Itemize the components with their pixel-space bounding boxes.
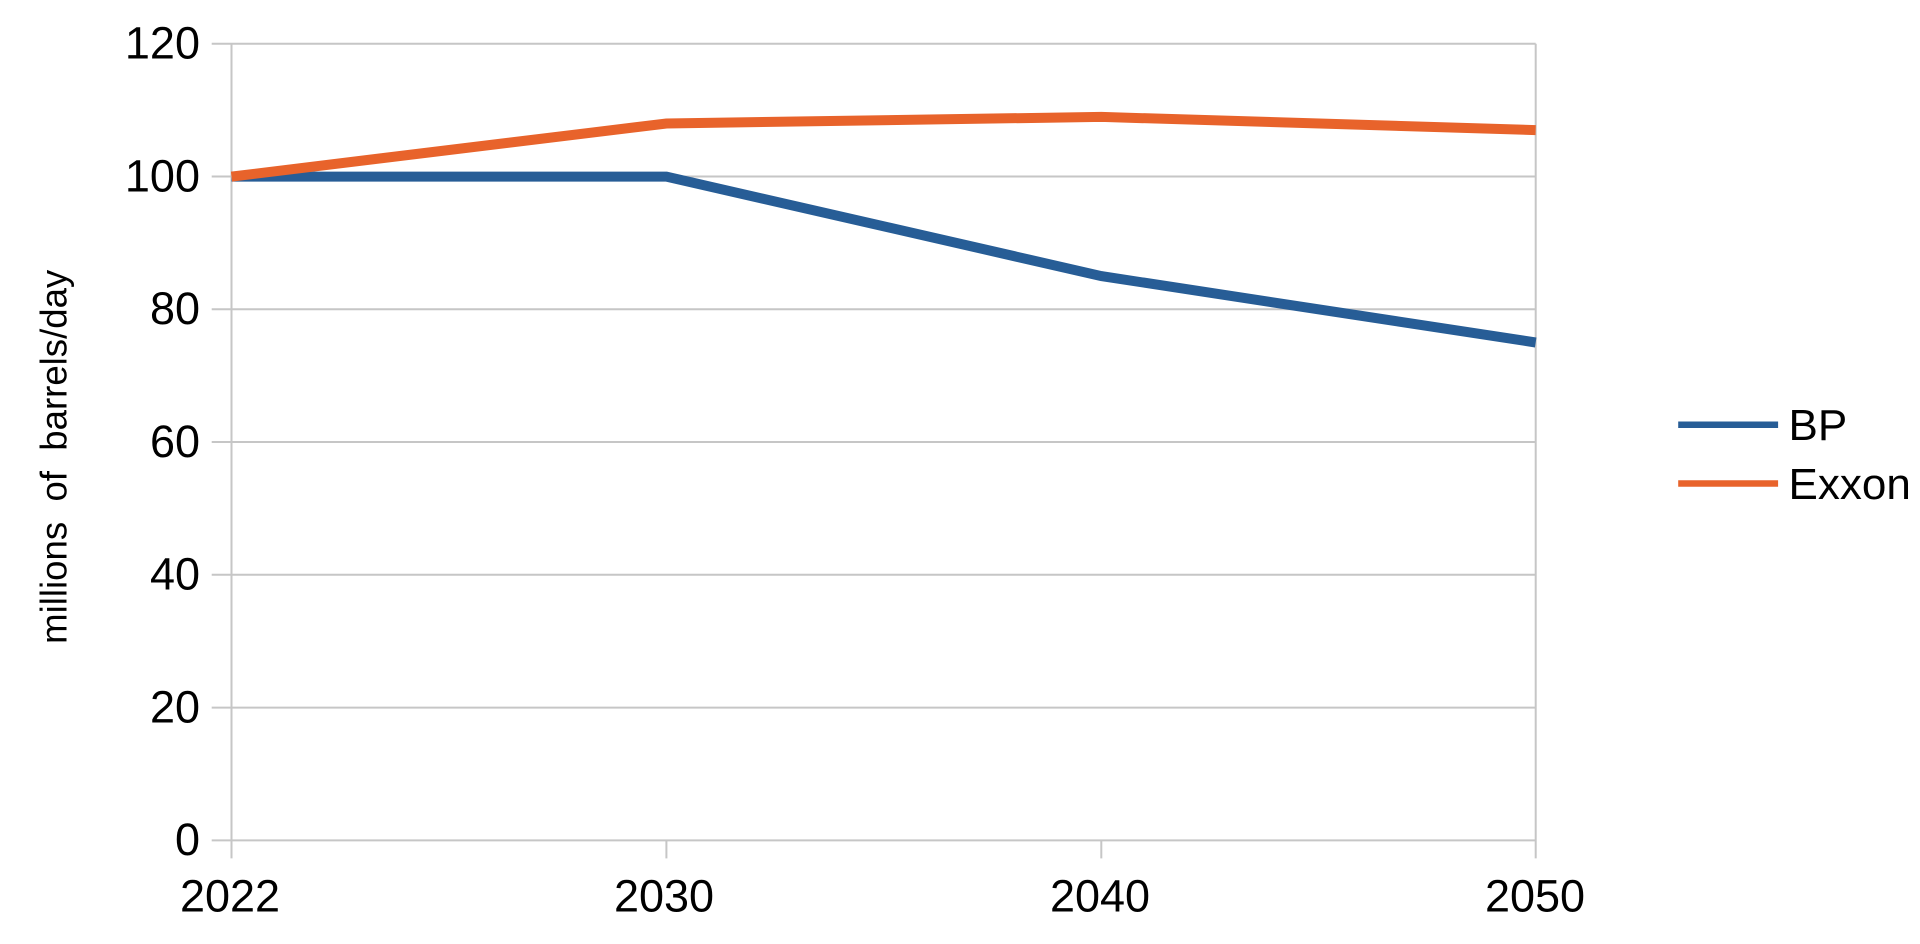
svg-text:20: 20 [150, 681, 200, 732]
svg-text:40: 40 [150, 549, 200, 600]
svg-text:60: 60 [150, 416, 200, 467]
svg-text:120: 120 [125, 18, 200, 69]
svg-text:BP: BP [1789, 401, 1848, 450]
svg-text:100: 100 [125, 150, 200, 201]
svg-text:80: 80 [150, 283, 200, 334]
svg-text:2030: 2030 [614, 871, 714, 922]
svg-text:0: 0 [175, 814, 200, 865]
svg-text:millions of barrels/day: millions of barrels/day [33, 269, 74, 644]
svg-text:2022: 2022 [180, 871, 280, 922]
svg-text:2040: 2040 [1050, 871, 1150, 922]
svg-text:2050: 2050 [1485, 871, 1585, 922]
svg-text:Exxon: Exxon [1789, 460, 1911, 509]
